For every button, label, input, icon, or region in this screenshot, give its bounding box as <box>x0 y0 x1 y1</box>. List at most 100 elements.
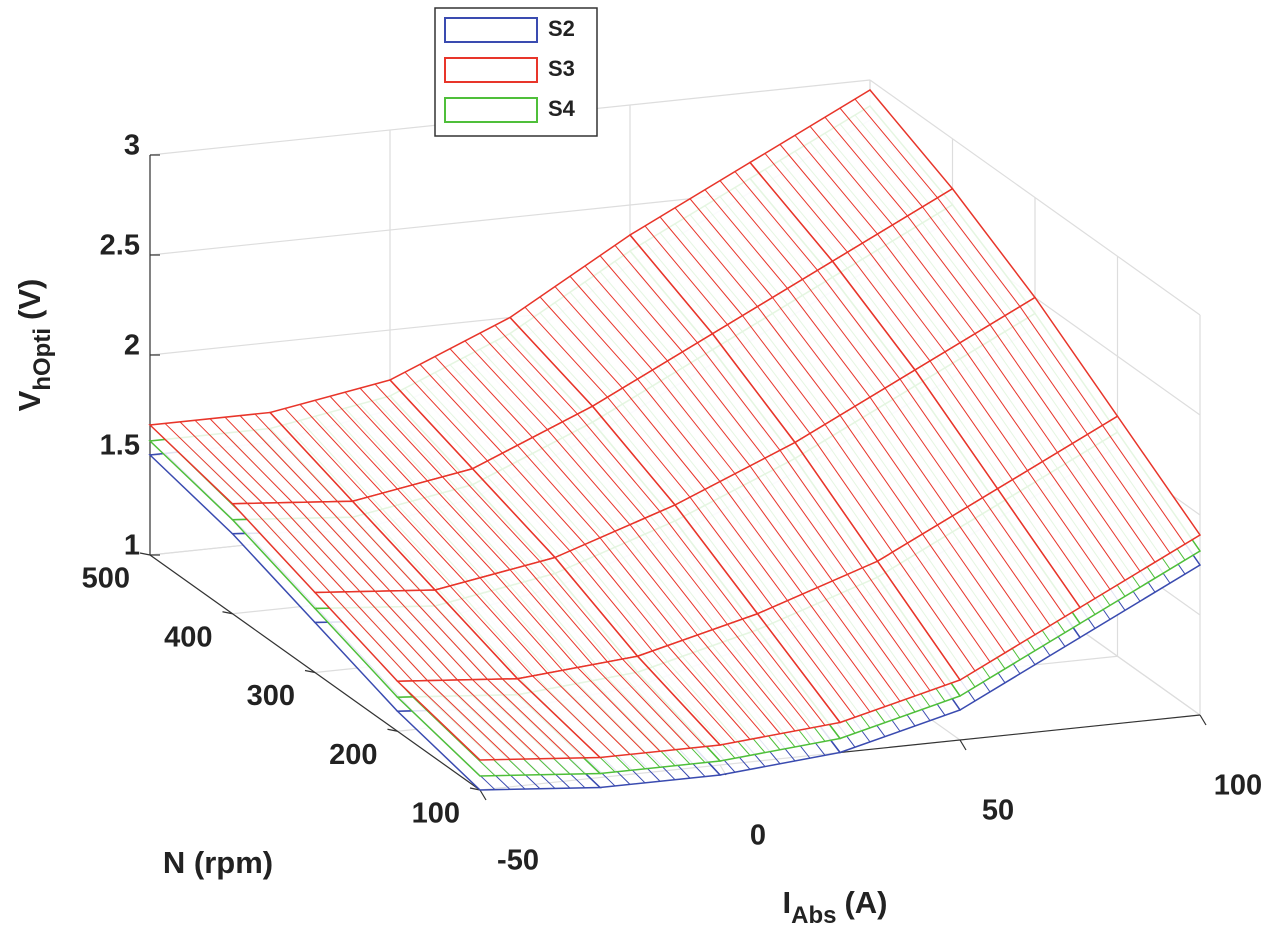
mesh-line <box>307 501 391 592</box>
mesh-line <box>682 639 766 737</box>
mesh-line <box>787 600 871 713</box>
mesh-line <box>412 680 496 761</box>
mesh-line <box>802 279 886 389</box>
mesh-line <box>809 125 893 226</box>
tick-mark <box>387 728 398 732</box>
mesh-line <box>442 476 526 566</box>
mesh-line <box>1042 461 1126 581</box>
mesh-line <box>862 567 946 686</box>
y-tick-label: 300 <box>247 680 295 712</box>
mesh-line <box>719 481 803 595</box>
mesh-line <box>892 551 976 672</box>
mesh-line <box>524 565 608 663</box>
mesh-line <box>847 574 931 691</box>
x-tick-label: 50 <box>982 795 1014 827</box>
mesh-line <box>1019 306 1103 426</box>
mesh-line <box>277 502 361 592</box>
y-tick-label: 200 <box>329 739 377 771</box>
y-tick-label: 400 <box>164 621 212 653</box>
mesh-line <box>907 542 991 663</box>
mesh-line <box>704 189 788 289</box>
mesh-line <box>592 664 676 751</box>
mesh-line <box>247 503 331 593</box>
mesh-line <box>547 429 631 526</box>
tick-mark <box>222 611 233 615</box>
mesh-line <box>659 216 743 316</box>
mesh-line <box>824 116 908 217</box>
mesh-line <box>532 675 616 757</box>
mesh-line <box>847 251 931 362</box>
mesh-line <box>749 465 833 582</box>
legend: S2 S3 S4 <box>434 7 598 137</box>
mesh-line <box>412 696 496 777</box>
y-axis-label: N (rpm) <box>163 845 273 880</box>
mesh-line <box>839 107 923 208</box>
mesh-line <box>209 418 293 503</box>
mesh-line <box>704 489 788 601</box>
z-axis-label: VhOpti (V) <box>12 279 56 412</box>
mesh-line <box>734 171 818 271</box>
mesh-line <box>479 332 563 423</box>
mesh-line <box>1072 443 1156 563</box>
surface-cell <box>268 379 474 503</box>
mesh-line <box>164 423 248 504</box>
mesh-line <box>382 492 466 583</box>
mesh-line <box>239 415 323 503</box>
mesh-line <box>832 580 916 697</box>
surface-cell <box>756 560 962 724</box>
mesh-line <box>547 672 631 755</box>
mesh-line <box>359 591 443 681</box>
mesh-line <box>622 387 706 490</box>
surface-cell <box>636 612 842 746</box>
mesh-line <box>952 515 1036 635</box>
mesh-line <box>374 590 458 681</box>
mesh-line <box>862 242 946 353</box>
mesh-line <box>779 450 863 569</box>
mesh-line <box>502 452 586 545</box>
mesh-line <box>794 134 878 235</box>
mesh-line <box>179 421 263 504</box>
mesh-line <box>817 587 901 702</box>
tick-mark <box>479 789 487 801</box>
legend-label: S3 <box>548 56 575 81</box>
mesh-line <box>487 679 571 759</box>
mesh-line <box>667 645 751 740</box>
z-tick-label: 2 <box>124 330 140 362</box>
mesh-line <box>652 369 736 475</box>
mesh-line <box>757 306 841 416</box>
mesh-line <box>464 581 548 674</box>
mesh-line <box>622 658 706 747</box>
mesh-line <box>449 585 533 677</box>
mesh-line <box>682 351 766 459</box>
mesh-line <box>854 405 938 526</box>
mesh-line <box>374 383 458 474</box>
mesh-line <box>457 472 541 562</box>
mesh-line <box>562 669 646 754</box>
legend-box <box>434 7 598 137</box>
mesh-line <box>554 286 638 380</box>
mesh-line <box>344 591 428 681</box>
z-label-unit: (V) <box>12 279 47 320</box>
x-tick-label: 0 <box>750 820 766 852</box>
mesh-line <box>464 340 548 431</box>
mesh-line <box>494 324 578 415</box>
mesh-line <box>509 569 593 666</box>
mesh-line <box>772 297 856 407</box>
mesh-line <box>397 488 481 579</box>
mesh-line <box>712 629 796 732</box>
mesh-line <box>584 544 668 646</box>
mesh-line <box>457 679 541 760</box>
mesh-line <box>644 225 728 326</box>
mesh-line <box>1012 479 1096 599</box>
z-tick-label: 1 <box>124 530 140 562</box>
mesh-line <box>1027 470 1111 590</box>
mesh-line <box>532 437 616 532</box>
mesh-line <box>577 667 661 752</box>
mesh-line <box>689 496 773 608</box>
mesh-line <box>577 413 661 512</box>
mesh-line <box>892 224 976 335</box>
mesh-line <box>659 511 743 620</box>
mesh-line <box>967 506 1051 626</box>
mesh-line <box>809 433 893 553</box>
surface-cell <box>793 368 999 563</box>
